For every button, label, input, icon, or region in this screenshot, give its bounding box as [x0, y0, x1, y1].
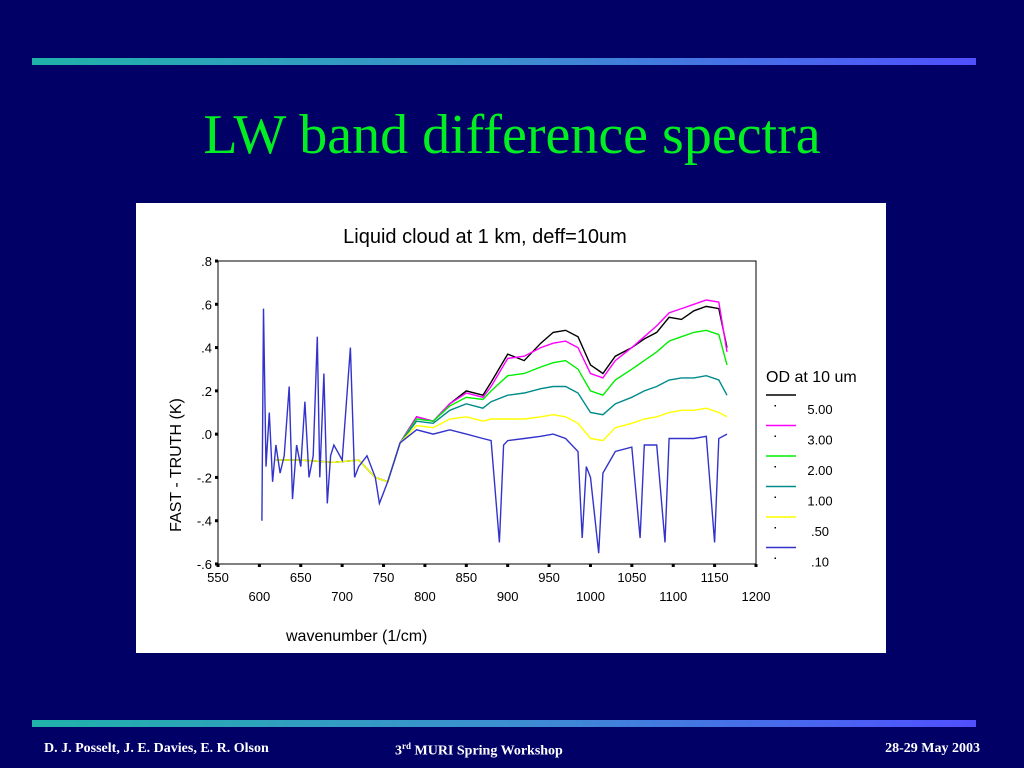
x-tick-mark-lower-1 — [340, 564, 344, 567]
legend-label-5: .10 — [811, 555, 829, 570]
legend-label-4: .50 — [811, 524, 829, 539]
y-tick-label-2: .4 — [201, 341, 212, 356]
top-rule — [32, 58, 976, 65]
bottom-rule — [32, 720, 976, 727]
y-tick-mark-4 — [215, 432, 218, 436]
legend-dot-0 — [774, 405, 776, 407]
y-tick-label-7: -.6 — [197, 557, 212, 572]
series-line-2 — [275, 329, 728, 483]
y-axis-label: FAST - TRUTH (K) — [168, 398, 185, 532]
footer-workshop-number: 3 — [395, 743, 402, 759]
footer-workshop-ordinal: rd — [402, 741, 411, 751]
x-tick-label-lower-1: 700 — [331, 589, 353, 604]
series-group — [261, 299, 728, 554]
legend-dot-2 — [774, 466, 776, 468]
x-tick-label-upper-5: 1050 — [617, 570, 646, 585]
x-tick-label-upper-4: 950 — [538, 570, 560, 585]
footer-date: 28-29 May 2003 — [885, 741, 980, 756]
series-line-3 — [275, 374, 728, 483]
x-tick-label-upper-0: 550 — [207, 570, 229, 585]
legend-label-3: 1.00 — [807, 494, 832, 509]
footer-workshop: 3rd MURI Spring Workshop — [395, 741, 563, 760]
plot-frame — [217, 260, 757, 565]
legend-dot-1 — [774, 435, 776, 437]
chart-title: Liquid cloud at 1 km, deff=10um — [343, 226, 627, 248]
legend-dot-5 — [774, 557, 776, 559]
y-axis: .8 .6 .4 .2 .0 -.2 -.4 -.6 — [197, 254, 218, 572]
y-tick-label-6: -.4 — [197, 514, 212, 529]
y-tick-label-4: .0 — [201, 427, 212, 442]
x-tick-label-upper-1: 650 — [290, 570, 312, 585]
x-tick-mark-lower-2 — [423, 564, 427, 567]
footer-authors: D. J. Posselt, J. E. Davies, E. R. Olson — [44, 741, 269, 756]
legend: OD at 10 um 5.00 3.00 2.00 1.00 .50 .10 — [766, 369, 857, 570]
x-tick-label-lower-5: 1100 — [659, 589, 687, 604]
x-tick-label-lower-3: 900 — [497, 589, 519, 604]
x-tick-mark-lower-0 — [257, 564, 261, 567]
x-tick-label-upper-6: 1150 — [701, 570, 729, 585]
y-tick-label-1: .6 — [201, 297, 212, 312]
y-tick-mark-5 — [215, 475, 218, 479]
x-tick-label-upper-3: 850 — [455, 570, 477, 585]
y-tick-label-5: -.2 — [197, 470, 212, 485]
y-tick-label-3: .2 — [201, 384, 212, 399]
x-axis-label: wavenumber (1/cm) — [285, 628, 427, 645]
x-tick-label-lower-4: 1000 — [576, 589, 605, 604]
legend-dot-3 — [774, 496, 776, 498]
x-tick-mark-upper-0 — [216, 564, 220, 567]
x-axis: 550 650 750 850 950 1050 1150 600 700 800 900 1000 1… — [207, 564, 770, 604]
legend-label-2: 2.00 — [807, 463, 832, 478]
x-tick-mark-lower-6 — [754, 564, 758, 567]
x-tick-mark-upper-2 — [382, 564, 386, 567]
series-line-1 — [275, 299, 728, 483]
x-tick-mark-upper-5 — [630, 564, 634, 567]
y-tick-label-0: .8 — [201, 254, 212, 269]
legend-dot-4 — [774, 527, 776, 529]
x-tick-mark-upper-4 — [547, 564, 551, 567]
legend-title: OD at 10 um — [766, 369, 857, 386]
plot-area — [217, 260, 757, 565]
x-tick-label-lower-6: 1200 — [742, 589, 771, 604]
chart-panel: Liquid cloud at 1 km, deff=10um .8 .6 .4 .2… — [136, 203, 886, 653]
x-tick-label-upper-2: 750 — [373, 570, 395, 585]
y-tick-mark-3 — [215, 389, 218, 393]
x-tick-mark-upper-1 — [299, 564, 303, 567]
x-tick-mark-lower-4 — [588, 564, 592, 567]
footer-workshop-name: MURI Spring Workshop — [411, 743, 563, 759]
legend-label-0: 5.00 — [807, 402, 832, 417]
x-tick-label-lower-2: 800 — [414, 589, 436, 604]
x-tick-mark-upper-6 — [713, 564, 717, 567]
legend-label-1: 3.00 — [807, 433, 832, 448]
x-tick-mark-lower-5 — [671, 564, 675, 567]
y-tick-mark-1 — [215, 302, 218, 306]
series-line-5 — [261, 308, 728, 554]
series-line-0 — [275, 305, 728, 483]
x-tick-mark-lower-3 — [506, 564, 510, 567]
x-tick-label-lower-0: 600 — [249, 589, 271, 604]
y-tick-mark-0 — [215, 259, 218, 263]
slide-title: LW band difference spectra — [203, 104, 821, 166]
y-tick-mark-2 — [215, 346, 218, 350]
x-tick-mark-upper-3 — [464, 564, 468, 567]
line-chart: Liquid cloud at 1 km, deff=10um .8 .6 .4 .2… — [168, 226, 857, 645]
y-tick-mark-6 — [215, 519, 218, 523]
